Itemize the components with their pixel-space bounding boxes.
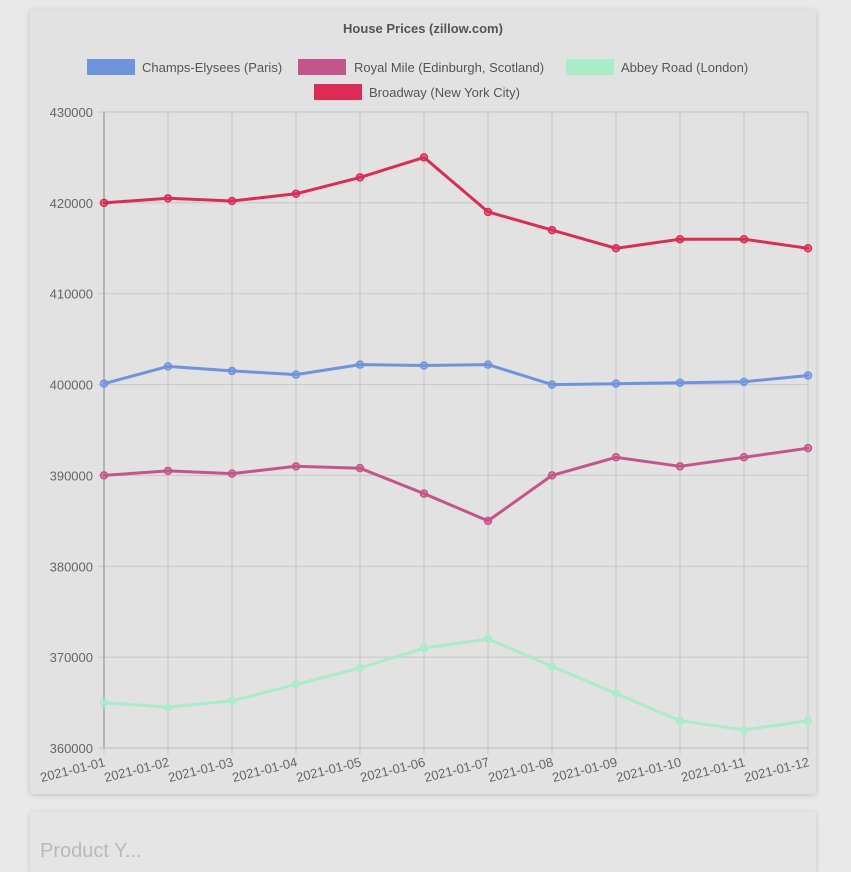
legend-item[interactable]: Royal Mile (Edinburgh, Scotland) — [298, 59, 544, 75]
data-point[interactable] — [483, 516, 493, 526]
data-point[interactable] — [483, 360, 493, 369]
data-point[interactable] — [483, 207, 493, 217]
data-point[interactable] — [483, 634, 493, 644]
y-tick-label: 430000 — [50, 105, 93, 120]
data-point[interactable] — [739, 725, 749, 735]
legend-label: Champs-Elysees (Paris) — [142, 60, 282, 75]
series-0 — [99, 360, 813, 389]
data-point[interactable] — [611, 689, 621, 698]
data-point[interactable] — [355, 463, 365, 473]
x-tick-label: 2021-01-08 — [487, 754, 555, 785]
data-point[interactable] — [355, 173, 365, 182]
y-tick-label: 380000 — [50, 559, 93, 574]
y-tick-label: 400000 — [50, 378, 93, 393]
data-point[interactable] — [547, 661, 557, 671]
x-tick-label: 2021-01-04 — [231, 754, 299, 785]
data-point[interactable] — [163, 362, 173, 371]
legend-item[interactable]: Broadway (New York City) — [314, 84, 520, 100]
legend-swatch — [566, 59, 614, 75]
data-point[interactable] — [227, 469, 237, 478]
data-point[interactable] — [675, 234, 685, 244]
data-point[interactable] — [803, 244, 813, 253]
data-point[interactable] — [99, 698, 109, 707]
data-point[interactable] — [803, 716, 813, 725]
data-point[interactable] — [739, 234, 749, 244]
y-tick-label: 420000 — [50, 196, 93, 211]
data-point[interactable] — [355, 360, 365, 369]
chart-grid — [98, 111, 809, 754]
data-point[interactable] — [291, 370, 301, 379]
series-line — [102, 446, 810, 523]
x-tick-label: 2021-01-12 — [743, 754, 811, 785]
x-tick-label: 2021-01-11 — [679, 754, 746, 784]
legend-item[interactable]: Abbey Road (London) — [566, 59, 748, 75]
y-tick-label: 370000 — [50, 650, 93, 665]
data-point[interactable] — [419, 489, 429, 498]
series-line — [102, 637, 810, 732]
legend-swatch — [87, 59, 135, 75]
y-tick-label: 410000 — [50, 287, 93, 302]
x-tick-label: 2021-01-01 — [39, 754, 107, 785]
y-tick-label: 360000 — [50, 741, 93, 756]
legend-label: Broadway (New York City) — [369, 85, 520, 100]
y-tick-label: 390000 — [50, 468, 93, 483]
legend-swatch — [314, 84, 362, 100]
data-point[interactable] — [291, 680, 301, 689]
chart-legend: Champs-Elysees (Paris) Royal Mile (Edinbu… — [87, 59, 748, 100]
data-point[interactable] — [163, 466, 173, 476]
data-point[interactable] — [355, 663, 365, 673]
chart-title: House Prices (zillow.com) — [343, 21, 503, 36]
data-point[interactable] — [291, 462, 301, 471]
chart-axes: 430000 420000 410000 400000 390000 380000 3700… — [39, 105, 811, 785]
data-point[interactable] — [163, 702, 173, 712]
data-point[interactable] — [547, 225, 557, 235]
series-3 — [99, 153, 813, 253]
data-point[interactable] — [611, 244, 621, 253]
data-point[interactable] — [547, 471, 557, 480]
series-line — [102, 155, 810, 250]
data-point[interactable] — [227, 696, 237, 706]
data-point[interactable] — [99, 198, 109, 208]
x-tick-label: 2021-01-03 — [167, 754, 235, 785]
data-point[interactable] — [739, 453, 749, 462]
data-point[interactable] — [419, 361, 429, 370]
data-point[interactable] — [611, 379, 621, 388]
series-2 — [99, 634, 813, 735]
data-point[interactable] — [163, 194, 173, 203]
x-tick-label: 2021-01-05 — [295, 754, 363, 785]
data-point[interactable] — [803, 371, 813, 380]
data-point[interactable] — [739, 377, 749, 387]
series-line — [102, 363, 810, 387]
legend-label: Royal Mile (Edinburgh, Scotland) — [354, 60, 544, 75]
data-point[interactable] — [291, 189, 301, 199]
data-point[interactable] — [99, 471, 109, 480]
x-tick-label: 2021-01-06 — [359, 754, 427, 785]
data-point[interactable] — [675, 462, 685, 471]
x-tick-label: 2021-01-10 — [615, 754, 683, 785]
legend-swatch — [298, 59, 346, 75]
data-point[interactable] — [803, 443, 813, 453]
legend-label: Abbey Road (London) — [621, 60, 748, 75]
chart-card — [30, 10, 816, 794]
x-tick-label: 2021-01-02 — [103, 754, 171, 785]
data-point[interactable] — [675, 716, 685, 725]
data-point[interactable] — [227, 196, 237, 206]
data-point[interactable] — [227, 366, 237, 376]
data-point[interactable] — [99, 379, 109, 388]
data-point[interactable] — [419, 153, 429, 162]
line-chart: 430000 420000 410000 400000 390000 380000 3700… — [39, 21, 813, 785]
data-point[interactable] — [419, 643, 429, 653]
data-point[interactable] — [611, 453, 621, 462]
x-tick-label: 2021-01-09 — [551, 754, 619, 785]
series-layer — [99, 153, 813, 735]
data-point[interactable] — [547, 380, 557, 389]
legend-item[interactable]: Champs-Elysees (Paris) — [87, 59, 282, 75]
x-tick-label: 2021-01-07 — [423, 754, 491, 785]
data-point[interactable] — [675, 378, 685, 388]
series-1 — [99, 443, 813, 526]
